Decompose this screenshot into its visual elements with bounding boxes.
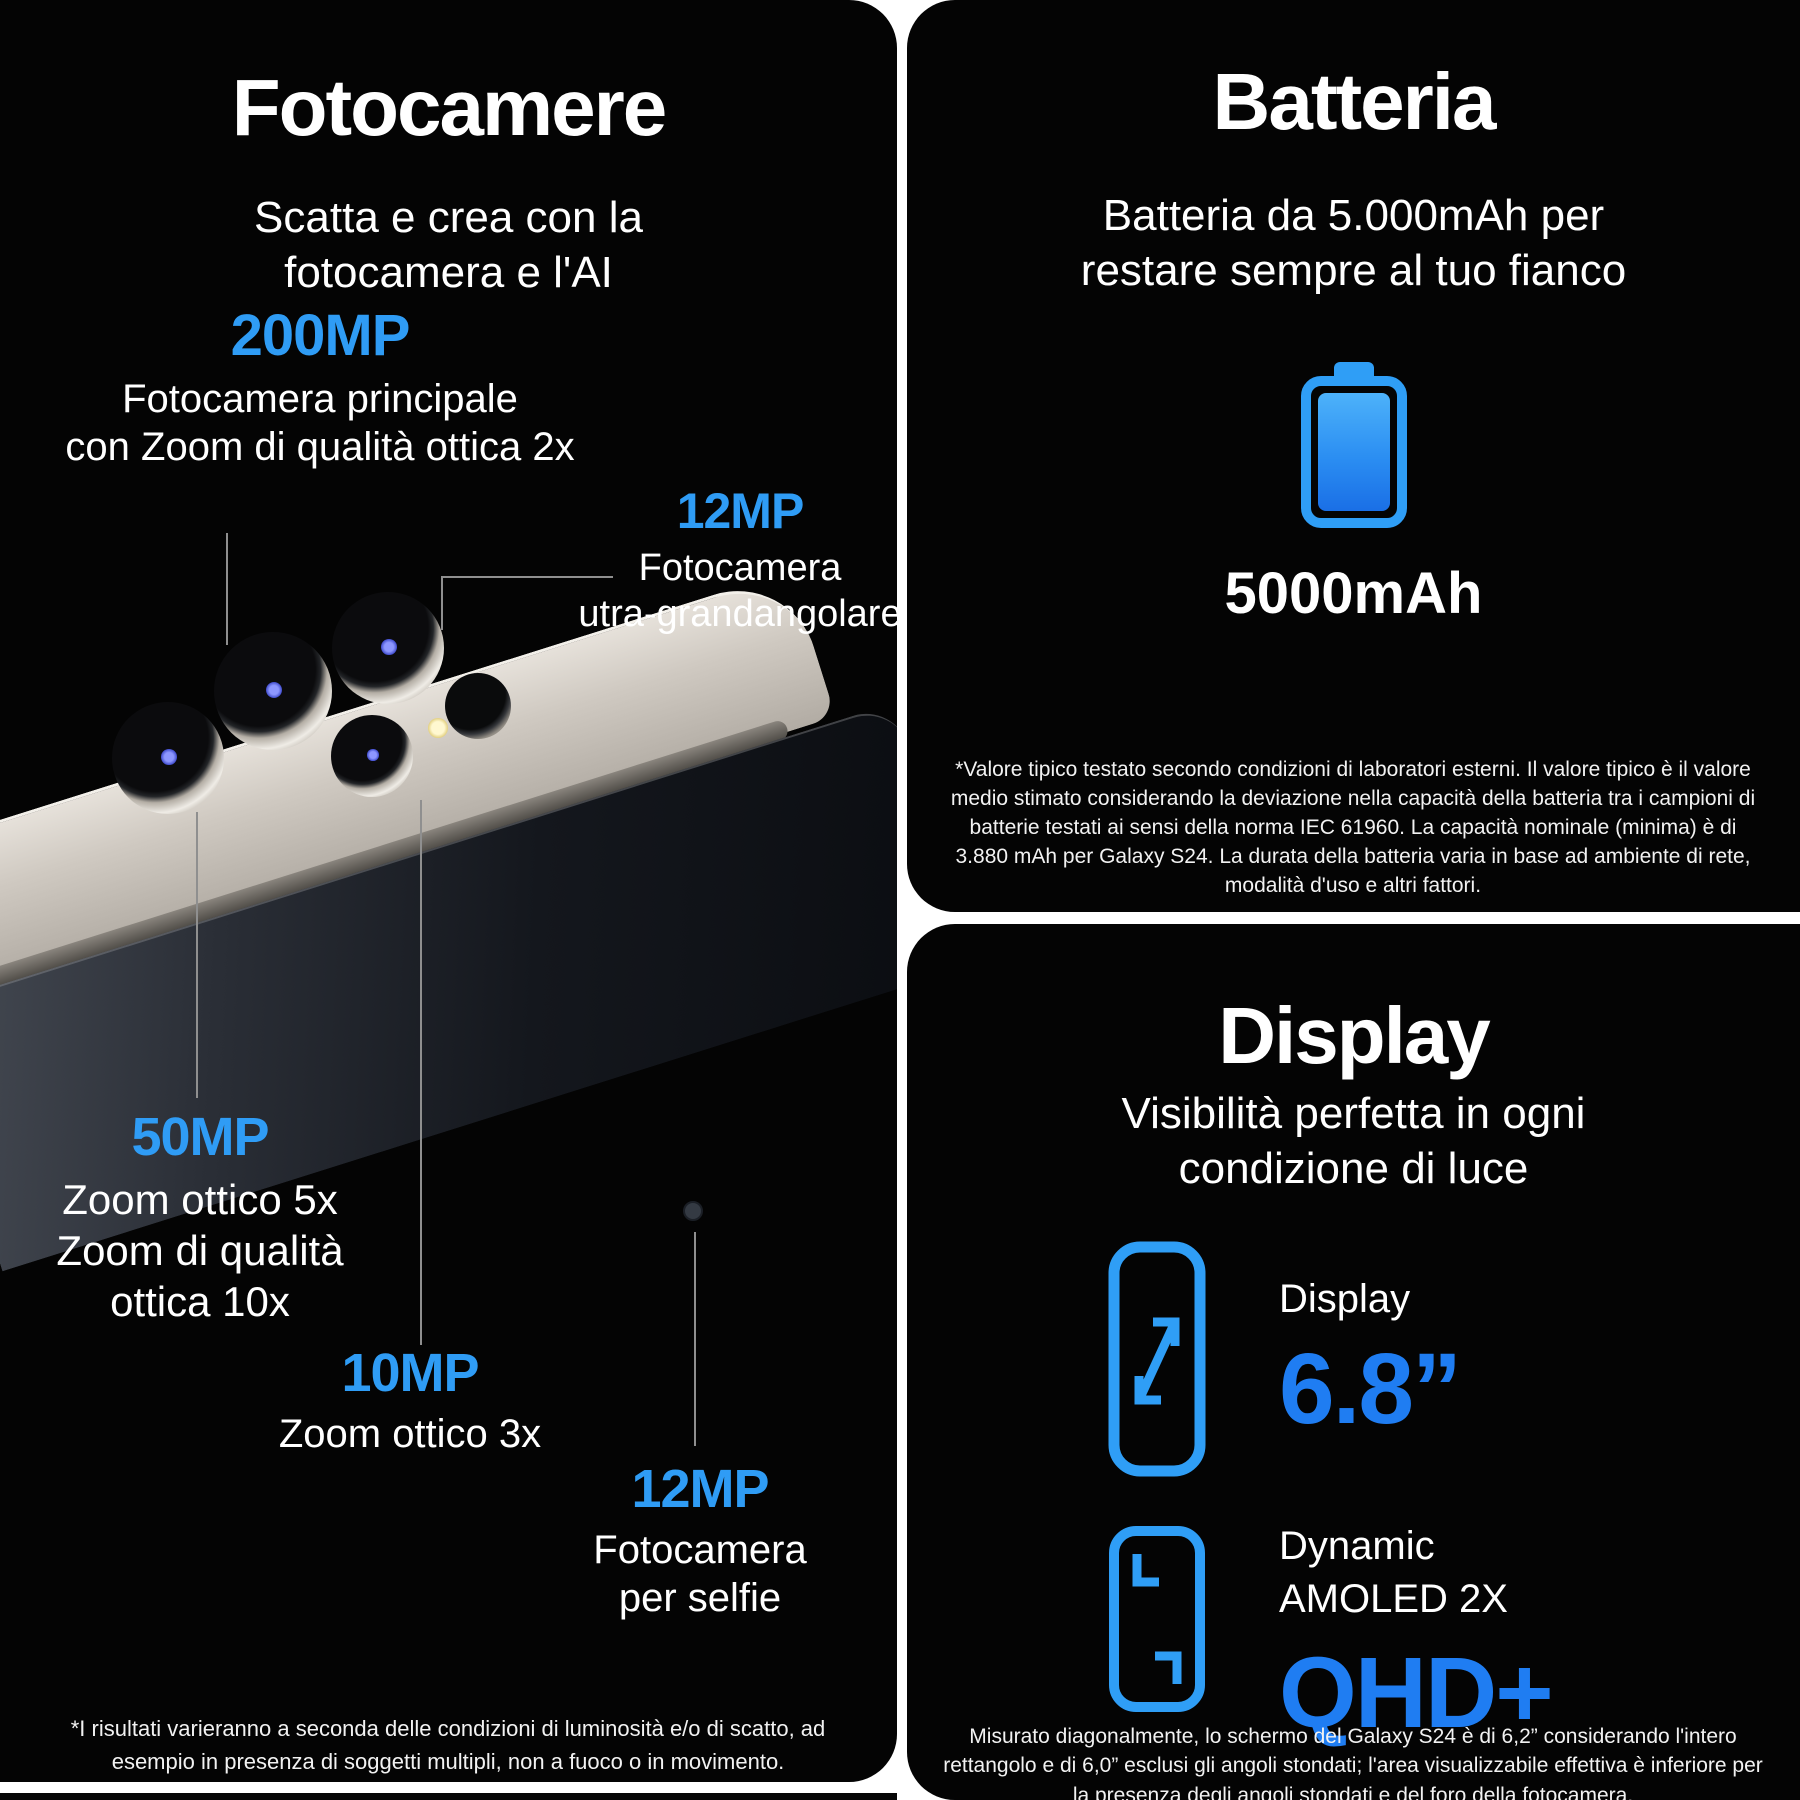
telephoto-camera-desc: Zoom ottico 5x Zoom di qualità ottica 10… (56, 1176, 344, 1326)
connector-line-12mp-ultrawide-v (441, 576, 443, 630)
battery-icon-fill (1317, 393, 1390, 511)
main-camera-lens-icon (214, 632, 332, 750)
callout-main-camera: 200MP Fotocamera principale con Zoom di … (0, 302, 640, 471)
ultrawide-camera-mp: 12MP (676, 483, 805, 539)
selfie-camera-dot-icon (683, 1201, 703, 1221)
connector-line-12mp-ultrawide-h (441, 576, 613, 578)
battery-panel: Batteria Batteria da 5.000mAh per restar… (907, 0, 1800, 912)
callout-telephoto-camera: 50MP Zoom ottico 5x Zoom di qualità otti… (0, 1106, 400, 1328)
phone-diagonal-arrow-icon (1107, 1240, 1207, 1483)
battery-icon (907, 362, 1800, 528)
main-camera-mp: 200MP (230, 303, 411, 368)
cameras-subtitle: Scatta e crea con la fotocamera e l'AI (254, 193, 643, 298)
display-panel: Display Visibilità perfetta in ogni cond… (907, 924, 1800, 1800)
connector-line-200mp (226, 533, 228, 645)
display-size-label: Display (1279, 1276, 1411, 1321)
connector-line-50mp (196, 812, 198, 1098)
battery-title: Batteria (1212, 57, 1497, 146)
ultrawide-camera-desc: Fotocamera utra-grandangolare (578, 547, 897, 635)
connector-line-10mp (420, 800, 422, 1345)
display-tech-line1: Dynamic (1279, 1524, 1435, 1568)
zoom-lens-icon (331, 715, 413, 797)
battery-subtitle: Batteria da 5.000mAh per restare sempre … (1080, 191, 1627, 296)
display-title: Display (1218, 991, 1491, 1080)
cameras-panel: Fotocamere Scatta e crea con la fotocame… (0, 0, 897, 1782)
battery-capacity: 5000mAh (1224, 561, 1483, 626)
cameras-footnote: *I risultati varieranno a seconda delle … (70, 1716, 826, 1774)
display-footnote: Misurato diagonalmente, lo schermo del G… (943, 1725, 1763, 1800)
zoom-camera-mp: 10MP (341, 1343, 479, 1403)
display-tech-row: Dynamic AMOLED 2X QHD+ (1107, 1524, 1554, 1751)
phone-screen-corners-icon (1107, 1524, 1207, 1719)
callout-ultrawide-camera: 12MP Fotocamera utra-grandangolare (570, 482, 897, 637)
zoom-camera-desc: Zoom ottico 3x (278, 1412, 542, 1456)
ultrawide-lens-icon (332, 592, 444, 704)
display-resolution: QHD+ (1279, 1637, 1554, 1749)
battery-icon-body (1300, 376, 1407, 528)
next-panel-edge (0, 1793, 897, 1800)
telephoto-lens-icon (112, 702, 224, 814)
flash-led-icon (428, 718, 448, 738)
selfie-camera-mp: 12MP (631, 1459, 769, 1519)
display-size-value: 6.8” (1279, 1332, 1462, 1445)
connector-line-selfie (694, 1232, 696, 1446)
main-camera-desc: Fotocamera principale con Zoom di qualit… (65, 377, 575, 469)
display-tech-text: Dynamic AMOLED 2X QHD+ (1279, 1524, 1554, 1751)
callout-selfie-camera: 12MP Fotocamera per selfie (530, 1458, 870, 1622)
callout-zoom-camera: 10MP Zoom ottico 3x (190, 1342, 630, 1458)
battery-footnote: *Valore tipico testato secondo condizion… (950, 758, 1756, 897)
display-tech-line2: AMOLED 2X (1279, 1577, 1508, 1621)
display-size-text: Display 6.8” (1279, 1276, 1462, 1447)
telephoto-camera-mp: 50MP (131, 1107, 269, 1167)
display-subtitle: Visibilità perfetta in ogni condizione d… (1121, 1089, 1586, 1194)
selfie-camera-desc: Fotocamera per selfie (593, 1528, 807, 1620)
laser-sensor-icon (445, 673, 511, 739)
cameras-title: Fotocamere (231, 63, 667, 152)
battery-icon-nub (1333, 362, 1374, 378)
display-size-row: Display 6.8” (1107, 1240, 1462, 1483)
